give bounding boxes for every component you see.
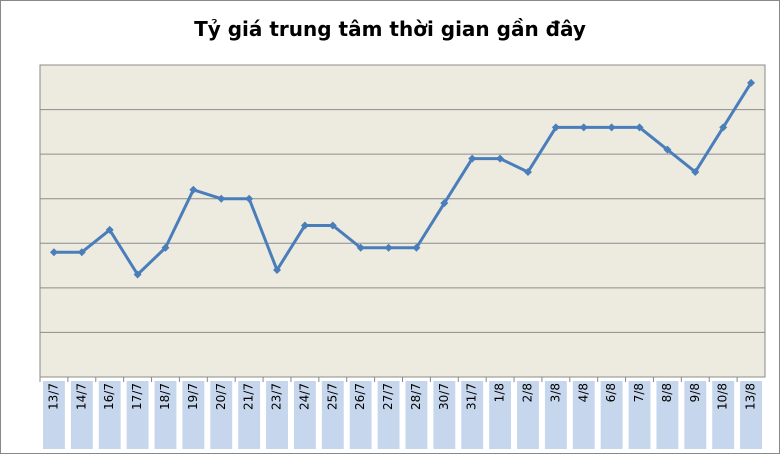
marker xyxy=(579,123,588,132)
x-tick-label: 28/7 xyxy=(409,383,423,410)
marker xyxy=(300,221,309,230)
label-highlight xyxy=(349,381,372,449)
marker xyxy=(49,248,58,257)
x-tick-label: 26/7 xyxy=(353,383,367,410)
x-tick-label: 24/7 xyxy=(297,383,311,410)
marker xyxy=(77,248,86,257)
plot-area xyxy=(39,64,766,378)
marker xyxy=(161,243,170,252)
label-highlight xyxy=(126,381,149,449)
marker xyxy=(245,194,254,203)
marker xyxy=(133,270,142,279)
marker xyxy=(356,243,365,252)
marker xyxy=(663,145,672,154)
x-tick-label: 13/7 xyxy=(46,383,60,410)
x-tick-label: 3/8 xyxy=(548,383,562,402)
x-tick-label: 17/7 xyxy=(130,383,144,410)
x-tick-label: 14/7 xyxy=(74,383,88,410)
marker xyxy=(607,123,616,132)
x-tick-label: 20/7 xyxy=(214,383,228,410)
label-highlight xyxy=(266,381,288,449)
marker xyxy=(440,199,449,208)
label-highlight xyxy=(712,381,735,449)
label-highlight xyxy=(182,381,205,449)
label-highlight xyxy=(293,381,316,449)
marker xyxy=(412,243,421,252)
marker xyxy=(691,167,700,176)
label-highlight xyxy=(321,381,344,449)
marker xyxy=(719,123,728,132)
marker xyxy=(523,167,532,176)
label-highlight xyxy=(433,381,456,449)
x-tick-label: 25/7 xyxy=(325,383,339,410)
x-tick-label: 31/7 xyxy=(465,383,479,410)
marker xyxy=(105,225,114,234)
marker xyxy=(551,123,560,132)
x-tick-label: 13/8 xyxy=(744,383,758,410)
chart-title: Tỷ giá trung tâm thời gian gần đây xyxy=(194,17,586,41)
marker xyxy=(496,154,505,163)
x-tick-label: 19/7 xyxy=(186,383,200,410)
label-highlight xyxy=(517,381,539,449)
x-tick-label: 4/8 xyxy=(576,383,590,402)
x-tick-label: 18/7 xyxy=(158,383,172,410)
label-highlight xyxy=(656,381,679,449)
marker xyxy=(189,185,198,194)
label-highlight xyxy=(405,381,428,449)
label-highlight xyxy=(43,381,65,449)
x-tick-label: 9/8 xyxy=(688,383,702,402)
x-tick-label: 23/7 xyxy=(270,383,284,410)
marker xyxy=(468,154,477,163)
x-tick-label: 16/7 xyxy=(102,383,116,410)
marker xyxy=(217,194,226,203)
x-tick-label: 2/8 xyxy=(520,383,534,402)
label-highlight xyxy=(98,381,121,449)
x-tick-label: 27/7 xyxy=(381,383,395,410)
x-tick-label: 30/7 xyxy=(437,383,451,410)
x-tick-label: 7/8 xyxy=(632,383,646,402)
label-highlight xyxy=(210,381,233,449)
marker xyxy=(747,78,756,87)
x-tick-label: 10/8 xyxy=(716,383,730,410)
label-highlight xyxy=(600,381,623,449)
label-highlight xyxy=(377,381,400,449)
label-highlight xyxy=(684,381,707,449)
label-highlight xyxy=(489,381,512,449)
marker xyxy=(273,266,282,275)
marker xyxy=(384,243,393,252)
x-tick-label: 1/8 xyxy=(493,383,507,402)
marker xyxy=(328,221,337,230)
label-highlight xyxy=(572,381,595,449)
label-highlight xyxy=(238,381,261,449)
label-highlight xyxy=(70,381,93,449)
label-highlight xyxy=(154,381,177,449)
label-highlight xyxy=(544,381,567,449)
label-highlight xyxy=(461,381,484,449)
line xyxy=(53,82,753,276)
x-tick-label: 21/7 xyxy=(242,383,256,410)
x-tick-label: 6/8 xyxy=(604,383,618,402)
label-highlight xyxy=(740,381,762,449)
label-highlight xyxy=(628,381,651,449)
marker xyxy=(635,123,644,132)
x-tick-label: 8/8 xyxy=(660,383,674,402)
